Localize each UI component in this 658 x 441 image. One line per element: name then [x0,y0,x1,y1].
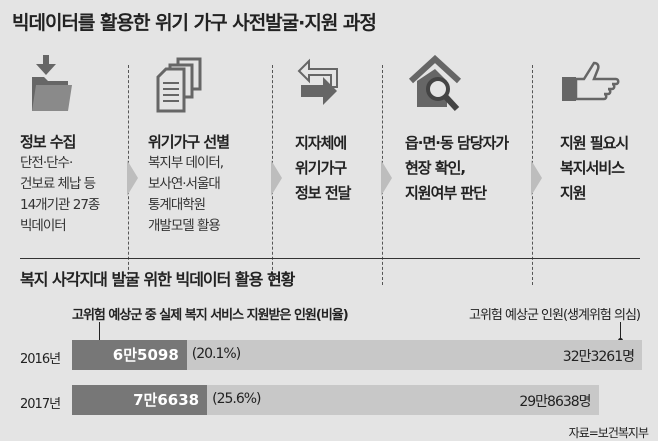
step-text: 단전·단수· [20,155,73,171]
house-search-icon [405,55,508,115]
transfer-arrows-icon [295,55,350,115]
chevron-right-icon [531,160,542,196]
step-text: 통계대학원 [148,197,206,213]
chevron-right-icon [381,160,392,196]
step-heading: 지원여부 판단 [405,184,487,202]
step-support: 지원 필요시 복지서비스 지원 [560,55,630,206]
total-label: 32만3261명 [562,349,635,365]
step-heading: 위기가구 [295,159,347,177]
step-heading: 정보 수집 [20,133,76,151]
source-note: 자료=보건복지부 [568,426,649,440]
step-collect: 정보 수집 단전·단수· 건보료 체납 등 14개기관 27종 빅데이터 [20,55,100,237]
category-label: 2017년 [20,397,61,412]
step-text: 보사연·서울대 [148,176,221,192]
step-heading: 읍·면·동 담당자가 [405,134,509,152]
step-heading: 위기가구 선별 [148,133,230,151]
chart-title: 복지 사각지대 발굴 위한 빅데이터 활용 현황 [20,270,295,289]
chevron-right-icon [127,160,138,196]
legend-supported: 고위험 예상군 중 실제 복지 서비스 지원받은 인원(비율) [72,308,349,323]
step-text: 건보료 체납 등 [20,176,96,192]
step-text: 복지부 데이터, [148,155,224,171]
step-transfer: 지자체에 위기가구 정보 전달 [295,55,351,206]
bar-supported-2017: 7만6638 [72,385,208,415]
step-text: 빅데이터 [20,218,67,234]
category-label: 2016년 [20,352,61,367]
step-text: 14개기관 27종 [20,197,100,213]
step-check: 읍·면·동 담당자가 현장 확인, 지원여부 판단 [405,55,509,206]
legend-total: 고위험 예상군 인원(생계위험 의심) [469,308,641,323]
step-select: 위기가구 선별 복지부 데이터, 보사연·서울대 통계대학원 개발모델 활용 [148,55,230,237]
helping-hand-icon [560,55,630,115]
legend-pointer [99,322,100,342]
step-heading: 지원 [560,184,587,202]
step-heading: 정보 전달 [295,184,351,202]
step-text: 개발모델 활용 [148,218,221,234]
legend-pointer [620,322,621,340]
total-label: 29만8638명 [519,394,591,410]
step-heading: 지자체에 [295,134,347,152]
step-heading: 현장 확인, [405,159,466,177]
documents-icon [148,55,229,115]
bar-supported-2016: 6만5098 [72,340,187,370]
chevron-right-icon [271,160,282,196]
section-divider [20,258,640,259]
step-heading: 지원 필요시 [560,134,629,152]
percent-label: (25.6%) [212,391,261,407]
infographic-title: 빅데이터를 활용한 위기 가구 사전발굴·지원 과정 [12,12,377,34]
step-heading: 복지서비스 [560,159,625,177]
percent-label: (20.1%) [191,346,241,362]
folder-download-icon [20,55,99,115]
